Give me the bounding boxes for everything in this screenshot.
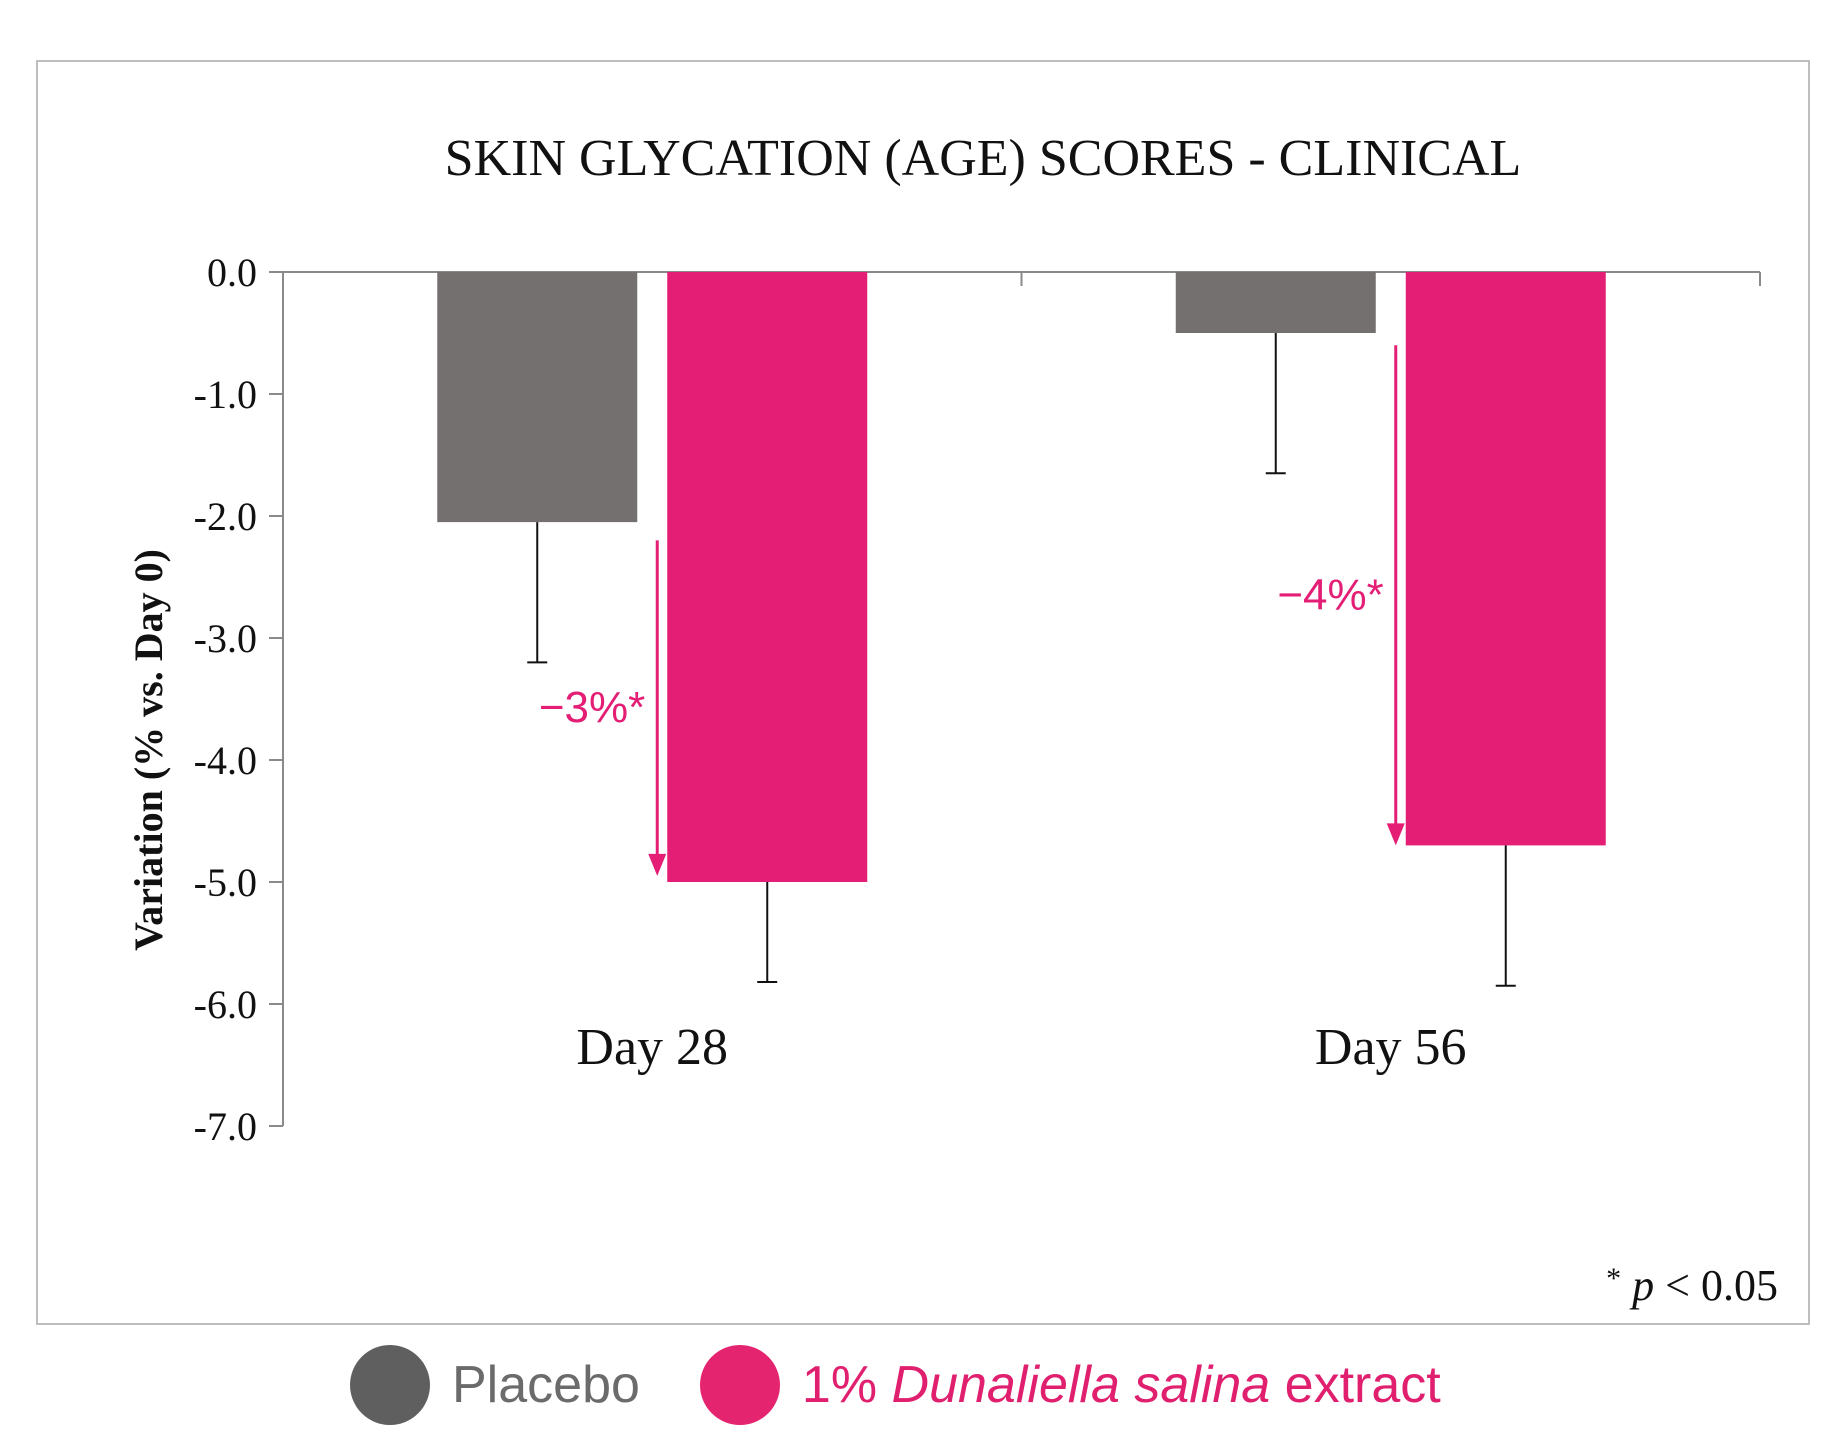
bar-extract (1405, 272, 1606, 846)
difference-label: −3%* (539, 683, 645, 732)
y-tick-label: -5.0 (194, 860, 257, 905)
difference-arrow-head (1386, 823, 1405, 846)
legend-item-extract: 1% Dunaliella salina extract (699, 1345, 1441, 1425)
bars (437, 272, 1606, 882)
legend-extract-species: Dunaliella salina (891, 1356, 1271, 1414)
y-tick-label: -2.0 (194, 494, 257, 539)
difference-arrow-head (648, 853, 667, 876)
legend-swatch-extract (699, 1345, 780, 1425)
y-tick-label: -6.0 (194, 982, 257, 1027)
y-tick-label: -1.0 (194, 372, 257, 417)
legend-swatch-placebo (350, 1345, 430, 1425)
x-tick-label: Day 28 (576, 1019, 728, 1076)
error-bars (527, 333, 1516, 987)
y-tick-label: -3.0 (194, 616, 257, 661)
footnote-p: p (1629, 1261, 1654, 1310)
bar-placebo (437, 272, 638, 523)
legend-item-placebo: Placebo (350, 1345, 700, 1425)
difference-label: −4%* (1277, 570, 1383, 619)
footnote-threshold: < 0.05 (1665, 1261, 1778, 1310)
legend: Placebo 1% Dunaliella salina extract (350, 1340, 1441, 1430)
legend-extract-suffix: extract (1270, 1356, 1441, 1414)
y-tick-label: -7.0 (194, 1104, 257, 1149)
y-axis-label: Variation (% vs. Day 0) (126, 549, 171, 951)
annotations: −3%* −4%* (539, 345, 1405, 876)
chart-frame: SKIN GLYCATION (AGE) SCORES - CLINICAL 0… (36, 60, 1810, 1325)
bar-extract (667, 272, 868, 882)
y-tick-label: 0.0 (207, 250, 257, 295)
footnote-star: * (1606, 1262, 1621, 1295)
chart-svg: SKIN GLYCATION (AGE) SCORES - CLINICAL 0… (126, 130, 1778, 1310)
chart-title: SKIN GLYCATION (AGE) SCORES - CLINICAL (445, 130, 1522, 187)
significance-footnote: * p < 0.05 (1606, 1261, 1778, 1310)
legend-label-extract: 1% Dunaliella salina extract (802, 1355, 1441, 1415)
bar-placebo (1175, 272, 1376, 333)
legend-extract-prefix: 1% (801, 1356, 892, 1414)
y-tick-label: -4.0 (194, 738, 257, 783)
axes: 0.0 -1.0 -2.0 -3.0 -4.0 -5.0 -6.0 -7.0 Day 28 Day… (194, 250, 1761, 1149)
x-tick-label: Day 56 (1315, 1019, 1467, 1076)
legend-label-placebo: Placebo (452, 1356, 640, 1414)
